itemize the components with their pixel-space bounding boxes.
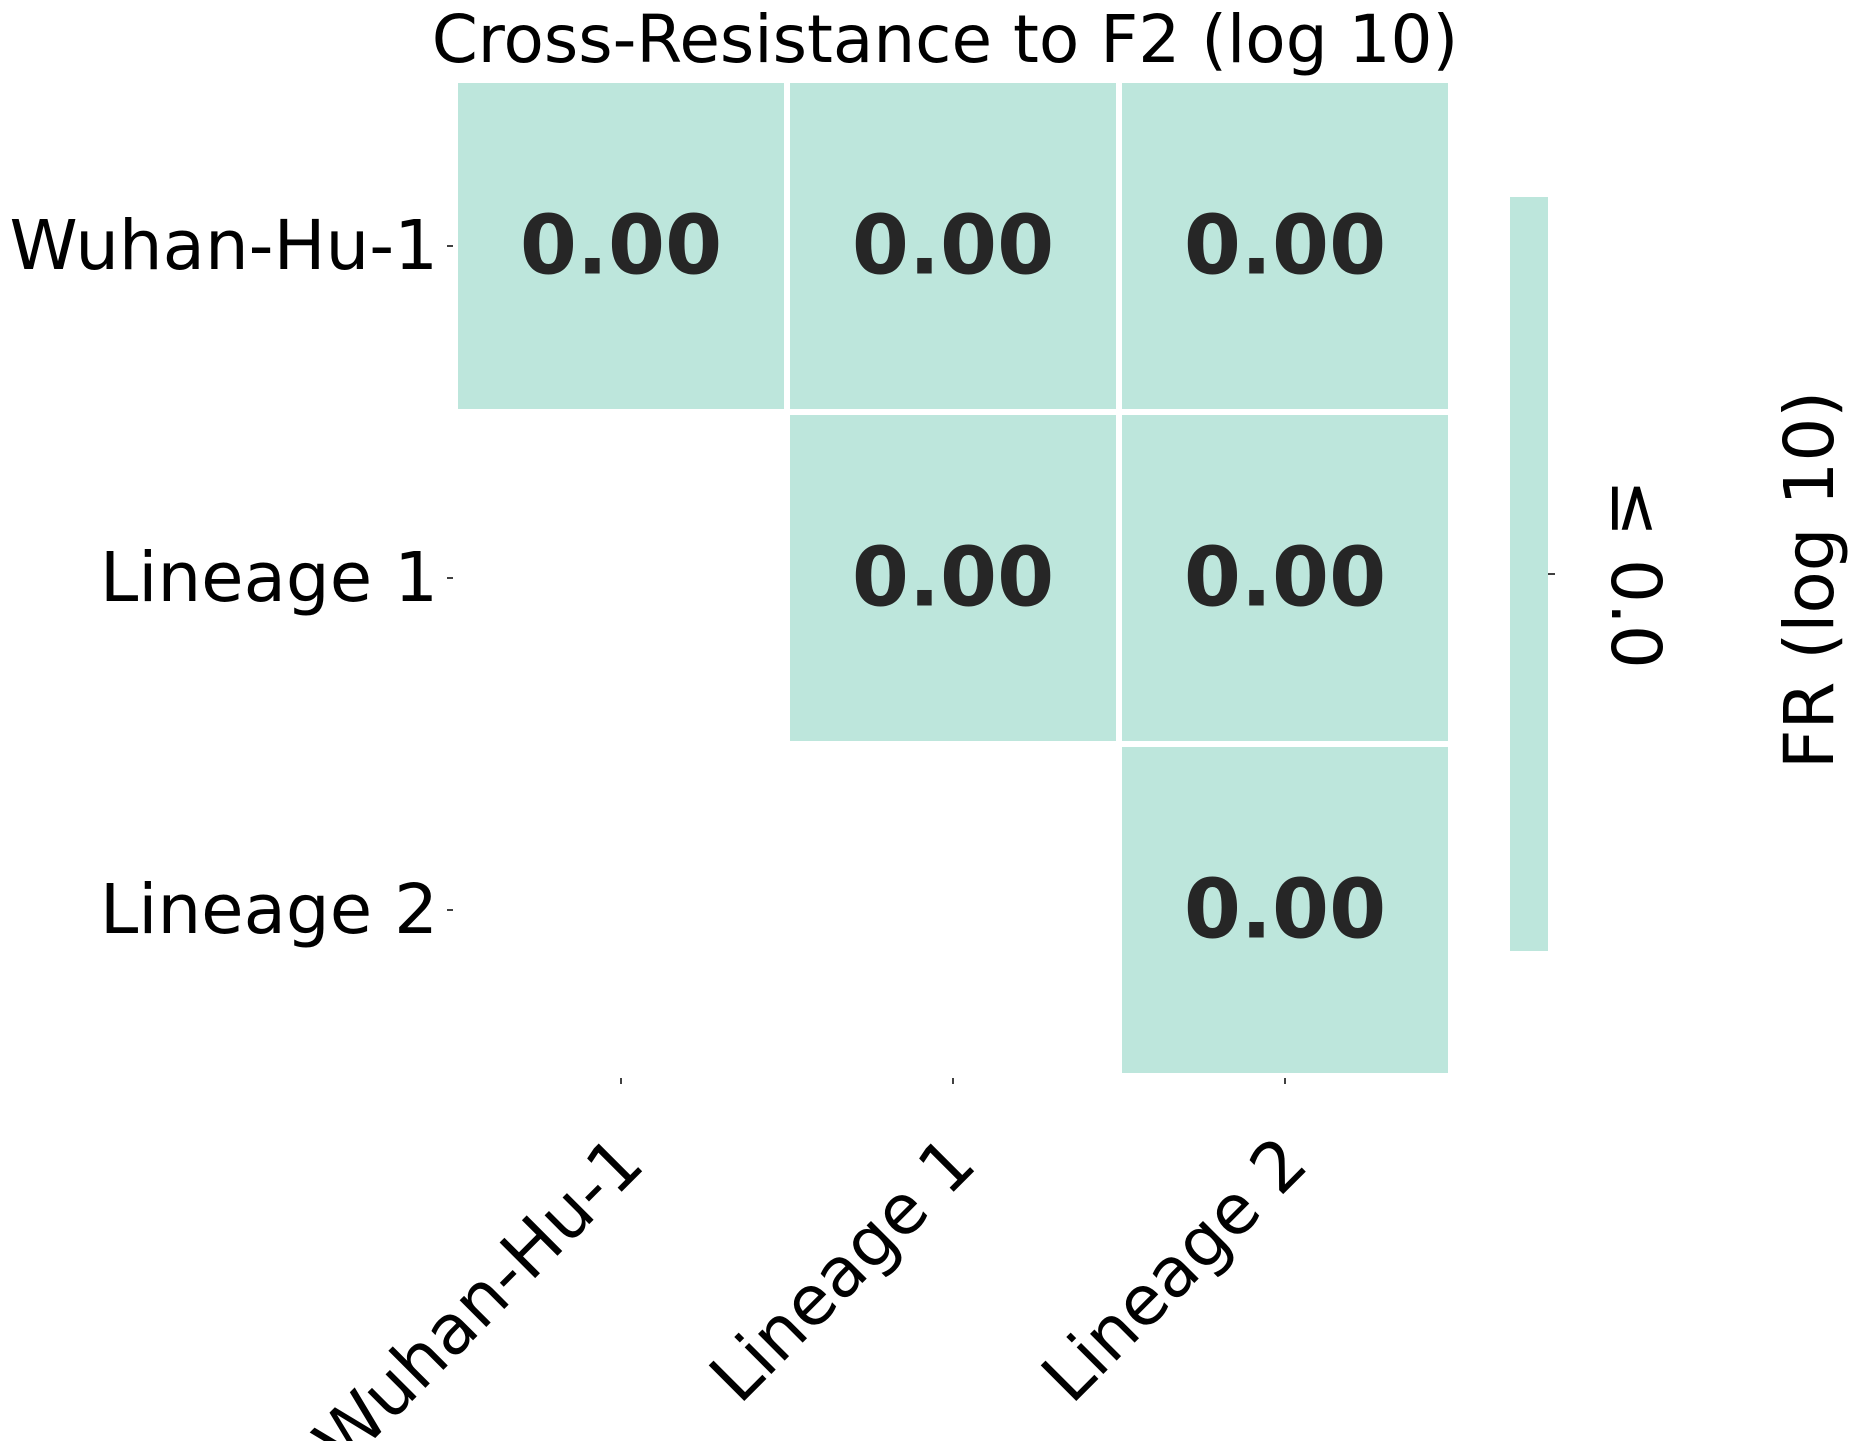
heatmap-cell (790, 83, 1116, 409)
colorbar: ≤ 0.0 FR (log 10) (1510, 197, 1850, 951)
heatmap-cells: 0.00 0.00 0.00 0.00 0.00 0.00 (458, 83, 1448, 1073)
cell-value-label: 0.00 (852, 199, 1054, 294)
cell-value-label: 0.00 (1184, 531, 1386, 626)
cell-value-label: 0.00 (852, 531, 1054, 626)
heatmap-cell (458, 83, 784, 409)
column-tick-label: Wuhan-Hu-1 (299, 1122, 659, 1441)
heatmap-cell (790, 415, 1116, 741)
row-tick-label: Lineage 2 (100, 870, 438, 950)
colorbar-tick-label: ≤ 0.0 (1595, 479, 1675, 668)
cell-value-label: 0.00 (520, 199, 722, 294)
heatmap-cell (1122, 747, 1448, 1073)
row-tick-label: Wuhan-Hu-1 (9, 206, 438, 286)
column-tick-label: Lineage 1 (695, 1122, 991, 1418)
colorbar-fill (1510, 197, 1548, 951)
cell-value-label: 0.00 (1184, 199, 1386, 294)
heatmap-cell (1122, 415, 1448, 741)
row-tick-label: Lineage 1 (100, 538, 438, 618)
column-tick-labels: Wuhan-Hu-1 Lineage 1 Lineage 2 (299, 1078, 1323, 1441)
chart-title: Cross-Resistance to F2 (log 10) (432, 1, 1459, 78)
colorbar-label: FR (log 10) (1770, 391, 1850, 769)
cell-value-label: 0.00 (1184, 863, 1386, 958)
heatmap-cell (1122, 83, 1448, 409)
column-tick-label: Lineage 2 (1027, 1122, 1323, 1418)
row-tick-labels: Wuhan-Hu-1 Lineage 1 Lineage 2 (9, 206, 453, 950)
